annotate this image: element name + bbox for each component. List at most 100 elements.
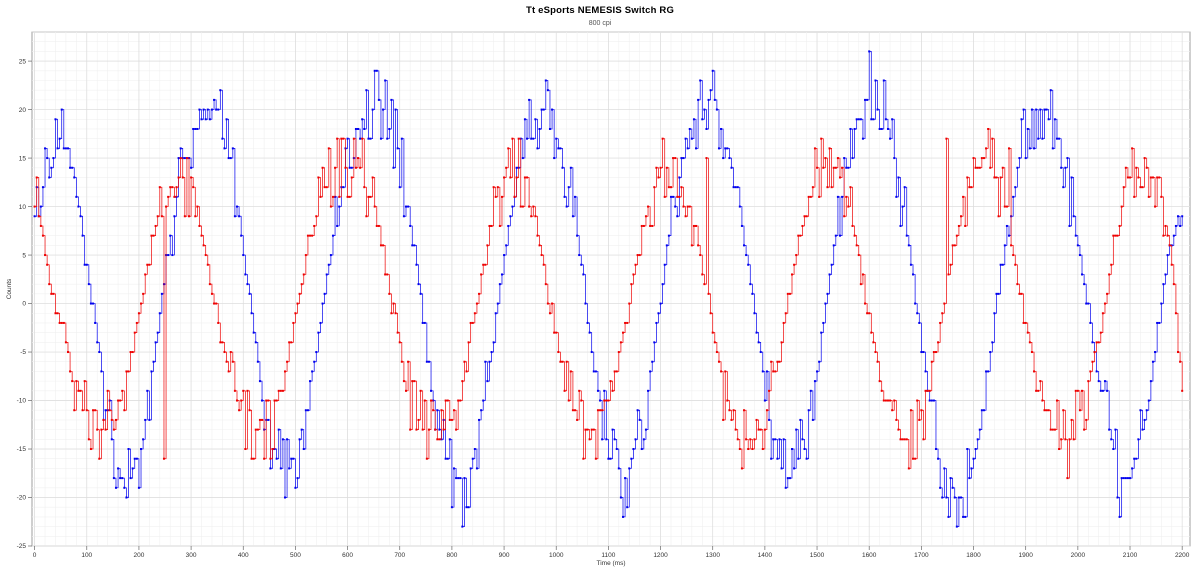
series-2-point bbox=[609, 380, 612, 383]
series-2-point bbox=[221, 341, 224, 344]
series-1-point bbox=[71, 166, 74, 169]
x-tick-label: 1700 bbox=[914, 552, 929, 559]
series-2-point bbox=[39, 224, 42, 227]
series-2-point bbox=[62, 321, 65, 324]
series-1-point bbox=[526, 137, 529, 140]
series-1-point bbox=[807, 409, 810, 412]
series-1-point bbox=[740, 224, 743, 227]
series-1-point bbox=[246, 283, 249, 286]
series-2-point bbox=[820, 137, 823, 140]
series-2-point bbox=[471, 321, 474, 324]
series-2-point bbox=[64, 341, 67, 344]
series-1-point bbox=[1055, 137, 1058, 140]
series-2-point bbox=[244, 448, 247, 451]
series-1-point bbox=[697, 98, 700, 101]
series-1-point bbox=[309, 380, 312, 383]
series-1-point bbox=[478, 418, 481, 421]
series-2-point bbox=[367, 195, 370, 198]
series-1-point bbox=[1114, 428, 1117, 431]
series-2-point bbox=[106, 389, 109, 392]
series-2-point bbox=[359, 166, 362, 169]
series-1-point bbox=[202, 108, 205, 111]
series-2-point bbox=[945, 137, 948, 140]
series-1-point bbox=[213, 98, 216, 101]
series-2-point bbox=[876, 360, 879, 363]
series-1-point bbox=[644, 428, 647, 431]
series-1-point bbox=[1064, 166, 1067, 169]
series-2-point bbox=[213, 302, 216, 305]
series-2-point bbox=[50, 292, 53, 295]
series-2-point bbox=[150, 234, 153, 237]
series-1-point bbox=[279, 467, 282, 470]
series-1-point bbox=[66, 147, 69, 150]
series-2-point bbox=[354, 166, 357, 169]
series-1-point bbox=[146, 389, 149, 392]
series-1-point bbox=[749, 283, 752, 286]
series-1-point bbox=[1083, 283, 1086, 286]
series-1-point bbox=[1154, 351, 1157, 354]
series-2-point bbox=[77, 389, 80, 392]
series-1-point bbox=[258, 380, 261, 383]
series-1-point bbox=[496, 302, 499, 305]
series-2-point bbox=[1026, 331, 1029, 334]
series-1-point bbox=[1156, 321, 1159, 324]
series-2-point bbox=[884, 399, 887, 402]
series-1-point bbox=[864, 98, 867, 101]
series-2-point bbox=[628, 302, 631, 305]
series-1-point bbox=[62, 147, 65, 150]
series-2-point bbox=[1126, 176, 1129, 179]
series-1-point bbox=[928, 399, 931, 402]
series-2-point bbox=[363, 186, 366, 189]
series-1-point bbox=[937, 457, 940, 460]
series-2-point bbox=[1049, 428, 1052, 431]
series-2-point bbox=[461, 380, 464, 383]
series-1-point bbox=[292, 457, 295, 460]
series-1-point bbox=[319, 321, 322, 324]
series-1-point bbox=[709, 89, 712, 92]
series-2-point bbox=[1156, 176, 1159, 179]
series-2-point bbox=[323, 186, 326, 189]
series-1-point bbox=[765, 370, 768, 373]
series-1-point bbox=[849, 127, 852, 130]
series-1-point bbox=[782, 438, 785, 441]
series-2-point bbox=[379, 244, 382, 247]
series-1-point bbox=[553, 157, 556, 160]
series-1-point bbox=[722, 157, 725, 160]
series-2-point bbox=[976, 166, 979, 169]
series-1-point bbox=[503, 254, 506, 257]
series-2-point bbox=[173, 195, 176, 198]
series-2-point bbox=[1078, 409, 1081, 412]
series-2-point bbox=[121, 389, 124, 392]
series-2-point bbox=[409, 428, 412, 431]
series-1-point bbox=[261, 399, 264, 402]
series-1-point bbox=[874, 79, 877, 82]
series-2-point bbox=[805, 215, 808, 218]
series-1-point bbox=[960, 496, 963, 499]
series-2-point bbox=[795, 254, 798, 257]
series-2-point bbox=[1022, 321, 1025, 324]
series-1-point bbox=[1108, 428, 1111, 431]
series-2-point bbox=[1097, 341, 1100, 344]
series-1-point bbox=[538, 127, 541, 130]
series-1-point bbox=[707, 98, 710, 101]
series-2-point bbox=[960, 215, 963, 218]
series-1-point bbox=[876, 108, 879, 111]
series-2-point bbox=[425, 457, 428, 460]
y-tick-label: 5 bbox=[22, 252, 26, 259]
series-2-point bbox=[142, 292, 145, 295]
series-2-point bbox=[277, 389, 280, 392]
series-1-point bbox=[1085, 302, 1088, 305]
series-1-point bbox=[1024, 157, 1027, 160]
series-2-point bbox=[87, 438, 90, 441]
series-1-point bbox=[83, 263, 86, 266]
series-1-point bbox=[1126, 477, 1129, 480]
series-1-point bbox=[236, 205, 238, 208]
series-2-point bbox=[52, 292, 55, 295]
series-2-point bbox=[446, 399, 449, 402]
series-2-point bbox=[114, 418, 117, 421]
series-1-point bbox=[446, 457, 449, 460]
series-1-point bbox=[922, 351, 925, 354]
series-2-point bbox=[757, 428, 760, 431]
series-2-point bbox=[778, 360, 781, 363]
series-2-point bbox=[223, 351, 226, 354]
